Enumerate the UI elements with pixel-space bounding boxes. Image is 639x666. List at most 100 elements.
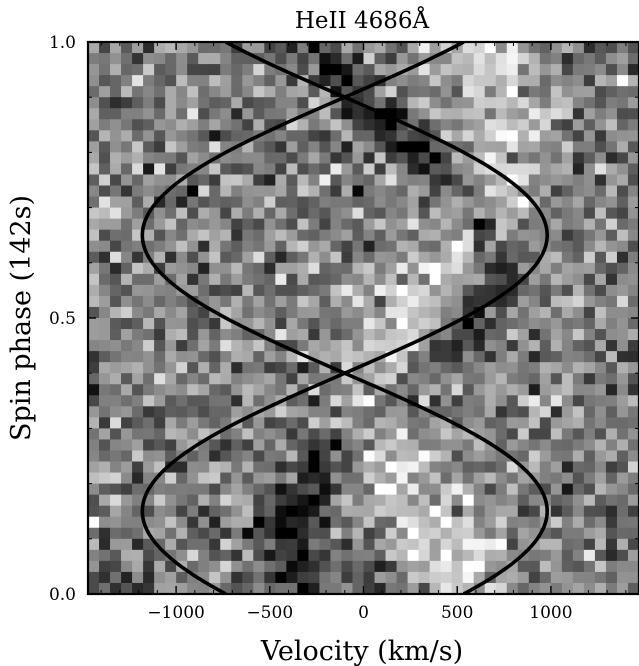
heatmap-cell — [154, 174, 166, 187]
heatmap-cell — [407, 538, 420, 551]
heatmap-cell — [462, 483, 475, 496]
heatmap-cell — [176, 306, 188, 319]
heatmap-cell — [198, 483, 210, 496]
heatmap-cell — [539, 571, 552, 584]
heatmap-cell — [407, 75, 420, 87]
heatmap-cell — [187, 439, 199, 452]
heatmap-cell — [473, 461, 486, 474]
heatmap-cell — [374, 64, 387, 76]
heatmap-cell — [462, 185, 475, 198]
heatmap-cell — [495, 505, 508, 518]
heatmap-cell — [572, 340, 585, 352]
heatmap-cell — [341, 340, 354, 352]
heatmap-cell — [341, 582, 354, 594]
heatmap-cell — [396, 218, 409, 231]
heatmap-cell — [132, 428, 144, 441]
heatmap-cell — [319, 351, 332, 363]
heatmap-cell — [88, 108, 100, 120]
heatmap-cell — [429, 472, 442, 485]
heatmap-cell — [99, 196, 111, 209]
heatmap-cell — [99, 174, 111, 187]
heatmap-cell — [594, 262, 607, 275]
heatmap-cell — [297, 218, 309, 231]
heatmap-cell — [572, 284, 585, 297]
heatmap-cell — [209, 42, 221, 54]
heatmap-cell — [308, 141, 321, 153]
heatmap-cell — [308, 273, 321, 286]
heatmap-cell — [275, 560, 287, 573]
heatmap-cell — [506, 42, 519, 54]
heatmap-cell — [187, 295, 199, 308]
heatmap-cell — [429, 141, 442, 153]
heatmap-cell — [165, 439, 177, 452]
heatmap-cell — [297, 318, 309, 330]
heatmap-cell — [198, 373, 210, 385]
heatmap-cell — [209, 461, 221, 474]
heatmap-cell — [110, 417, 122, 429]
heatmap-cell — [319, 340, 332, 352]
heatmap-cell — [451, 53, 464, 65]
heatmap-cell — [539, 64, 552, 76]
heatmap-cell — [352, 538, 365, 551]
heatmap-cell — [209, 406, 221, 418]
heatmap-cell — [440, 97, 453, 109]
heatmap-cell — [473, 373, 486, 385]
heatmap-cell — [99, 329, 111, 341]
heatmap-cell — [451, 196, 464, 209]
heatmap-cell — [143, 273, 155, 286]
heatmap-cell — [484, 218, 497, 231]
heatmap-cell — [308, 428, 321, 441]
heatmap-cell — [539, 174, 552, 187]
heatmap-cell — [440, 108, 453, 120]
heatmap-cell — [319, 229, 332, 242]
heatmap-cell — [528, 130, 541, 142]
heatmap-cell — [396, 284, 409, 297]
heatmap-cell — [627, 505, 639, 518]
heatmap-cell — [308, 340, 321, 352]
heatmap-cell — [99, 395, 111, 407]
heatmap-cell — [187, 152, 199, 165]
heatmap-cell — [220, 340, 232, 352]
heatmap-cell — [517, 494, 530, 507]
heatmap-cell — [330, 251, 343, 264]
heatmap-cell — [253, 516, 265, 529]
heatmap-cell — [583, 549, 596, 562]
heatmap-cell — [451, 351, 464, 363]
heatmap-cell — [242, 251, 254, 264]
heatmap-cell — [176, 395, 188, 407]
heatmap-cell — [330, 461, 343, 474]
heatmap-cell — [627, 141, 639, 153]
heatmap-cell — [198, 262, 210, 275]
heatmap-cell — [517, 218, 530, 231]
heatmap-cell — [418, 53, 431, 65]
heatmap-cell — [561, 284, 574, 297]
heatmap-cell — [99, 406, 111, 418]
heatmap-cell — [341, 461, 354, 474]
heatmap-cell — [297, 64, 309, 76]
heatmap-cell — [99, 229, 111, 242]
heatmap-cell — [473, 406, 486, 418]
heatmap-cell — [165, 97, 177, 109]
heatmap-cell — [451, 571, 464, 584]
heatmap-cell — [506, 417, 519, 429]
heatmap-cell — [616, 395, 629, 407]
heatmap-cell — [242, 318, 254, 330]
heatmap-cell — [561, 318, 574, 330]
heatmap-cell — [187, 384, 199, 396]
heatmap-cell — [275, 329, 287, 341]
heatmap-cell — [264, 229, 276, 242]
heatmap-cell — [110, 318, 122, 330]
heatmap-cell — [429, 373, 442, 385]
heatmap-cell — [429, 439, 442, 452]
heatmap-cell — [473, 86, 486, 98]
heatmap-cell — [220, 373, 232, 385]
heatmap-cell — [352, 549, 365, 562]
heatmap-cell — [363, 42, 376, 54]
heatmap-cell — [253, 483, 265, 496]
heatmap-cell — [396, 505, 409, 518]
heatmap-cell — [462, 284, 475, 297]
heatmap-cell — [396, 461, 409, 474]
heatmap-cell — [594, 141, 607, 153]
heatmap-cell — [539, 472, 552, 485]
